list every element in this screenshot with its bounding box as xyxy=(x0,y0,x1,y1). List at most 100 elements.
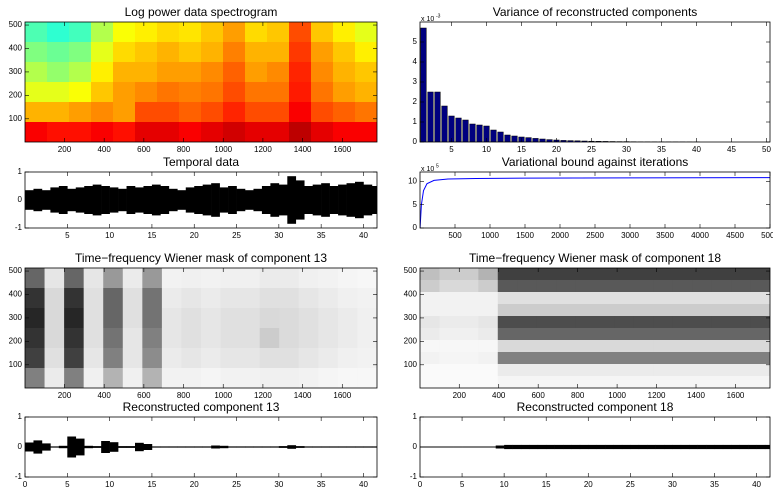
image-cell xyxy=(536,364,557,377)
image-cell xyxy=(458,352,479,365)
image-cell xyxy=(289,102,312,123)
image-cell xyxy=(614,316,635,329)
image-cell xyxy=(298,348,319,369)
image-cell xyxy=(692,352,713,365)
x-tick-label: 30 xyxy=(668,480,677,488)
image-cell xyxy=(245,102,268,123)
image-cell xyxy=(575,364,596,377)
image-cell xyxy=(357,288,377,309)
image-cell xyxy=(142,288,163,309)
x-tick-label: 1400 xyxy=(687,391,705,400)
image-cell xyxy=(289,22,312,43)
image-cell xyxy=(750,292,770,305)
waveform-segment xyxy=(321,183,330,217)
image-cell xyxy=(420,280,440,293)
image-cell xyxy=(47,82,70,103)
image-cell xyxy=(157,62,180,83)
image-cell xyxy=(279,268,300,289)
waveform-segment xyxy=(202,446,212,448)
bar xyxy=(532,138,539,142)
image-cell xyxy=(614,352,635,365)
image-cell xyxy=(458,328,479,341)
image-cell xyxy=(536,280,557,293)
image-cell xyxy=(672,268,693,281)
image-cell xyxy=(201,328,222,349)
image-cell xyxy=(83,368,104,388)
x-tick-label: 1000 xyxy=(481,231,499,240)
image-cell xyxy=(750,316,770,329)
image-cell xyxy=(478,304,499,317)
waveform-segment xyxy=(731,444,741,450)
image-cell xyxy=(355,42,377,63)
image-cell xyxy=(25,268,46,289)
x-tick-label: 1400 xyxy=(294,145,312,154)
image-cell xyxy=(614,364,635,377)
image-cell xyxy=(517,280,538,293)
image-cell xyxy=(259,368,280,388)
x-tick-label: 1400 xyxy=(294,391,312,400)
image-cell xyxy=(672,304,693,317)
image-cell xyxy=(439,352,460,365)
x-tick-label: 200 xyxy=(58,391,72,400)
y-tick-label: -1 xyxy=(15,472,23,481)
image-cell xyxy=(692,268,713,281)
x-tick-label: 5 xyxy=(449,145,454,154)
waveform-segment xyxy=(722,444,732,450)
waveform-segment xyxy=(168,446,178,448)
image-cell xyxy=(614,292,635,305)
image-cell xyxy=(25,22,48,43)
image-cell xyxy=(157,122,180,142)
waveform-segment xyxy=(453,446,463,448)
image-cell xyxy=(653,352,674,365)
image-cell xyxy=(595,292,615,305)
image-cell xyxy=(497,280,518,293)
subplot-title: Variance of reconstructed components xyxy=(493,5,698,19)
image-cell xyxy=(44,348,65,369)
bar xyxy=(427,91,434,142)
y-exponent: -3 xyxy=(436,13,441,19)
plot-area xyxy=(420,177,770,228)
x-tick-label: 2000 xyxy=(551,231,569,240)
image-cell xyxy=(318,348,339,369)
image-cell xyxy=(318,368,339,388)
image-cell xyxy=(439,376,460,388)
x-tick-label: 800 xyxy=(571,391,585,400)
x-tick-label: 1500 xyxy=(516,231,534,240)
image-cell xyxy=(497,304,518,317)
image-cell xyxy=(478,268,499,281)
x-tick-label: 25 xyxy=(626,480,635,488)
plot-area xyxy=(25,436,377,458)
image-cell xyxy=(439,280,460,293)
image-cell xyxy=(113,122,136,142)
image-cell xyxy=(64,368,85,388)
image-cell xyxy=(135,22,158,43)
waveform-segment xyxy=(537,444,547,450)
image-cell xyxy=(267,42,290,63)
bar xyxy=(581,140,588,142)
plot-area xyxy=(420,268,770,388)
image-cell xyxy=(536,292,557,305)
image-cell xyxy=(333,62,356,83)
waveform-segment xyxy=(304,186,313,214)
waveform-segment xyxy=(236,188,246,212)
waveform-segment xyxy=(151,184,161,216)
waveform-segment xyxy=(638,444,648,450)
image-cell xyxy=(420,340,440,353)
image-cell xyxy=(64,308,85,329)
x-tick-label: 20 xyxy=(584,480,593,488)
y-tick-label: 1 xyxy=(413,412,418,421)
image-cell xyxy=(458,364,479,377)
image-cell xyxy=(692,328,713,341)
image-cell xyxy=(556,292,577,305)
image-cell xyxy=(311,22,334,43)
image-cell xyxy=(497,376,518,388)
image-cell xyxy=(439,304,460,317)
waveform-segment xyxy=(546,444,555,450)
waveform-segment xyxy=(118,188,127,212)
waveform-segment xyxy=(67,436,77,458)
waveform-segment xyxy=(470,446,480,448)
waveform-segment xyxy=(295,446,305,448)
image-cell xyxy=(595,280,615,293)
